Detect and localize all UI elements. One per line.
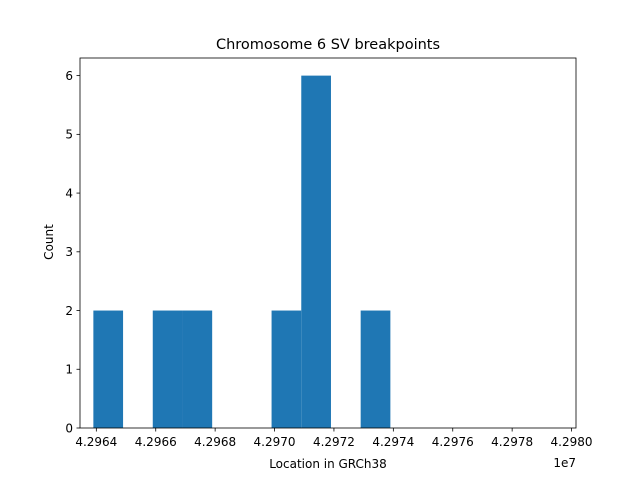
y-tick-label-0: 0 bbox=[65, 421, 73, 435]
y-tick-label-2: 2 bbox=[65, 304, 73, 318]
x-tick-label-2: 4.2968 bbox=[194, 435, 236, 449]
histogram-bar-3 bbox=[182, 310, 213, 428]
y-tick-label-1: 1 bbox=[65, 363, 73, 377]
x-tick-label-0: 4.2964 bbox=[75, 435, 117, 449]
histogram-bar-7 bbox=[301, 75, 331, 428]
histogram-bar-2 bbox=[152, 310, 183, 428]
x-tick-label-8: 4.2980 bbox=[551, 435, 593, 449]
plot-frame bbox=[79, 57, 577, 429]
x-tick-label-7: 4.2978 bbox=[491, 435, 533, 449]
x-offset-label: 1e7 bbox=[553, 456, 576, 470]
histogram-bar-9 bbox=[360, 310, 391, 428]
x-tick-label-1: 4.2966 bbox=[135, 435, 177, 449]
x-tick-label-3: 4.2970 bbox=[254, 435, 296, 449]
x-tick-label-4: 4.2972 bbox=[313, 435, 355, 449]
chart-title: Chromosome 6 SV breakpoints bbox=[216, 37, 440, 53]
bars-group bbox=[93, 75, 391, 428]
x-tick-label-5: 4.2974 bbox=[372, 435, 414, 449]
y-tick-label-3: 3 bbox=[65, 245, 73, 259]
y-tick-label-6: 6 bbox=[65, 69, 73, 83]
y-axis-label: Count bbox=[42, 224, 56, 260]
x-tick-label-6: 4.2976 bbox=[432, 435, 474, 449]
axes-group: 4.2964 4.2966 4.2968 4.2970 4.2972 4.2974 4.29… bbox=[65, 57, 593, 449]
histogram-bar-6 bbox=[271, 310, 302, 428]
y-tick-label-5: 5 bbox=[65, 128, 73, 142]
x-axis-label: Location in GRCh38 bbox=[269, 457, 387, 471]
histogram-bar-0 bbox=[93, 310, 124, 428]
y-tick-label-4: 4 bbox=[65, 186, 73, 200]
